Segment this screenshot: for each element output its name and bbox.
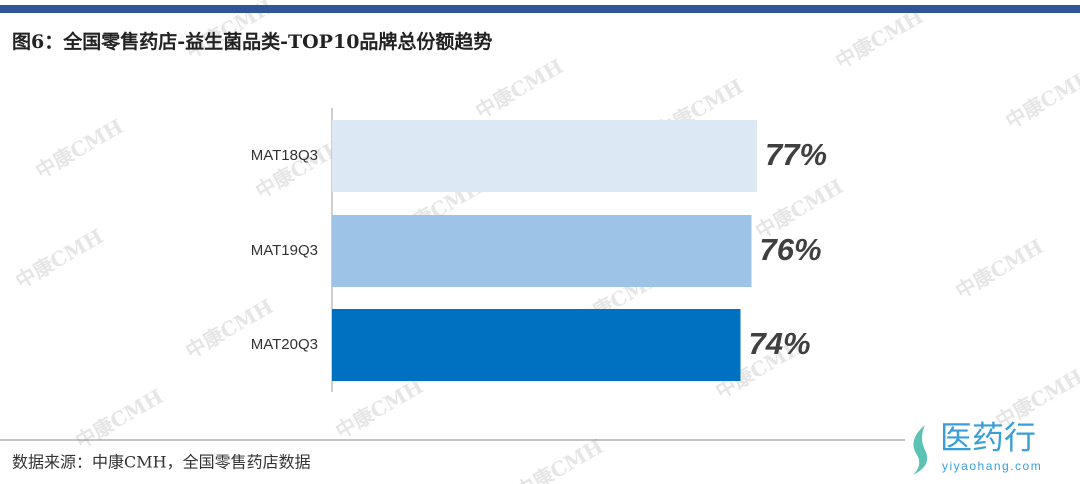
watermark: 中康CMH — [471, 54, 567, 123]
watermark: 中康CMH — [951, 234, 1047, 303]
bar — [332, 215, 752, 287]
source-note: 数据来源：中康CMH，全国零售药店数据 — [12, 453, 311, 472]
chart-title: 图6：全国零售药店-益生菌品类-TOP10品牌总份额趋势 — [12, 30, 492, 53]
data-label: 76% — [760, 232, 822, 267]
top-band — [0, 5, 1080, 13]
watermark: 中康CMH — [511, 434, 607, 484]
watermark: 中康CMH — [1001, 64, 1080, 133]
watermark: 中康CMH — [11, 224, 107, 293]
watermark: 中康CMH — [831, 4, 927, 73]
logo: 医药行 — [940, 419, 1036, 455]
bar — [332, 309, 741, 381]
bar — [332, 120, 758, 192]
y-tick-label: MAT20Q3 — [251, 336, 318, 353]
y-tick-label: MAT18Q3 — [251, 147, 318, 164]
watermark: 中康CMH — [71, 384, 167, 453]
data-label: 77% — [765, 137, 827, 172]
logo-icon — [913, 425, 928, 475]
watermark: 中康CMH — [31, 114, 127, 183]
data-label: 74% — [748, 326, 810, 361]
logo-url: yiyaohang.com — [942, 459, 1042, 473]
y-tick-label: MAT19Q3 — [251, 242, 318, 259]
watermark: 中康CMH — [331, 374, 427, 443]
